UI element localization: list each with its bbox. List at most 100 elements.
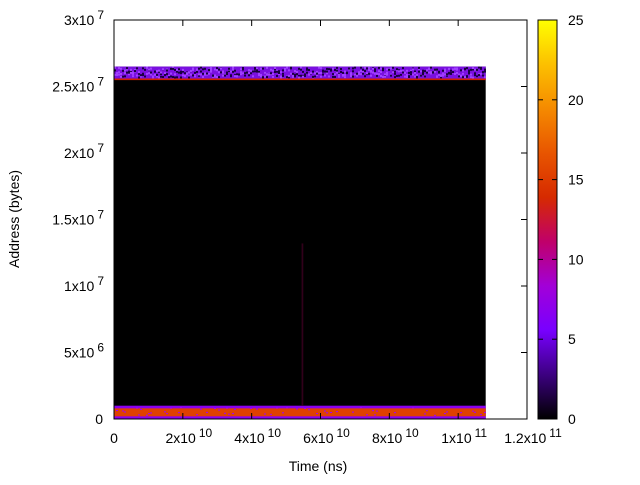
heatmap-cell bbox=[258, 74, 260, 77]
heatmap-cell bbox=[480, 66, 482, 69]
heatmap-cell bbox=[364, 69, 366, 72]
heatmap-cell bbox=[472, 410, 474, 412]
heatmap-cell bbox=[298, 76, 300, 79]
heatmap-cell bbox=[232, 70, 234, 73]
heatmap-cell bbox=[408, 71, 410, 74]
x-tick-label: 1.2x10 11 bbox=[504, 426, 562, 446]
heatmap-cell bbox=[428, 71, 430, 74]
heatmap-cell bbox=[230, 74, 232, 77]
heatmap-cell bbox=[482, 74, 484, 77]
heatmap-cell bbox=[320, 67, 322, 70]
heatmap-cell bbox=[374, 70, 376, 73]
heatmap-cell bbox=[354, 66, 356, 69]
heatmap-cell bbox=[202, 68, 204, 71]
heatmap-cell bbox=[160, 73, 162, 76]
heatmap-cell bbox=[340, 68, 342, 71]
heatmap-cell bbox=[312, 75, 314, 78]
x-tick-label: 6x10 10 bbox=[303, 426, 350, 446]
heatmap-cell bbox=[274, 71, 276, 74]
heatmap-cell bbox=[190, 69, 192, 72]
heatmap-cell bbox=[130, 68, 132, 71]
heatmap-cell bbox=[222, 71, 224, 74]
heatmap-cell bbox=[306, 68, 308, 71]
heatmap-cell bbox=[116, 409, 118, 411]
heatmap-cell bbox=[324, 410, 326, 412]
heatmap-cell bbox=[288, 69, 290, 72]
heatmap-cell bbox=[348, 67, 350, 70]
heatmap-cell bbox=[204, 67, 206, 70]
heatmap-cell bbox=[118, 71, 120, 74]
heatmap-cell bbox=[424, 75, 426, 78]
heatmap-cell bbox=[480, 414, 482, 416]
heatmap-cell bbox=[198, 73, 200, 76]
heatmap-cell bbox=[326, 72, 328, 75]
heatmap-cell bbox=[460, 74, 462, 77]
heatmap-cell bbox=[472, 67, 474, 70]
heatmap-cell bbox=[366, 414, 368, 416]
heatmap-cell bbox=[394, 76, 396, 79]
heatmap-cell bbox=[254, 67, 256, 70]
heatmap-cell bbox=[316, 74, 318, 77]
heatmap-cell bbox=[164, 74, 166, 77]
heatmap-cell bbox=[150, 71, 152, 74]
heatmap-cell bbox=[128, 70, 130, 73]
heatmap-cell bbox=[242, 68, 244, 71]
heatmap-cell bbox=[462, 76, 464, 79]
heatmap-cell bbox=[484, 70, 486, 73]
heatmap-cell bbox=[132, 71, 134, 74]
heatmap-cell bbox=[434, 68, 436, 71]
heatmap-cell bbox=[210, 68, 212, 71]
heatmap-cell bbox=[412, 73, 414, 76]
heatmap-cell bbox=[408, 75, 410, 78]
heatmap-cell bbox=[376, 410, 378, 412]
heatmap-cell bbox=[400, 69, 402, 72]
heatmap-cell bbox=[192, 68, 194, 71]
heatmap-cell bbox=[236, 73, 238, 76]
heatmap-cell bbox=[368, 72, 370, 75]
heatmap-cell bbox=[394, 70, 396, 73]
heatmap-cell bbox=[276, 69, 278, 72]
heatmap-cell bbox=[472, 76, 474, 79]
heatmap-cell bbox=[196, 70, 198, 73]
heatmap-cell bbox=[428, 67, 430, 70]
heatmap-cell bbox=[356, 73, 358, 76]
heatmap-cell bbox=[324, 70, 326, 73]
heatmap-cell bbox=[138, 76, 140, 79]
heatmap-cell bbox=[330, 68, 332, 71]
heatmap-cell bbox=[444, 73, 446, 76]
heatmap-cell bbox=[222, 70, 224, 73]
heatmap-cell bbox=[360, 73, 362, 76]
heatmap-cell bbox=[422, 69, 424, 72]
heatmap-cell bbox=[476, 75, 478, 78]
heatmap-cell bbox=[460, 412, 462, 414]
heatmap-band bbox=[114, 408, 486, 417]
heatmap-cell bbox=[420, 70, 422, 73]
heatmap-cell bbox=[322, 69, 324, 72]
heatmap-cell bbox=[170, 72, 172, 75]
heatmap-cell bbox=[456, 67, 458, 70]
heatmap-cell bbox=[228, 67, 230, 70]
heatmap-cell bbox=[330, 411, 332, 413]
heatmap-cell bbox=[124, 69, 126, 72]
heatmap-cell bbox=[326, 70, 328, 73]
heatmap-cell bbox=[130, 70, 132, 73]
heatmap-cell bbox=[308, 409, 310, 411]
heatmap-cell bbox=[206, 73, 208, 76]
heatmap-cell bbox=[406, 69, 408, 72]
heatmap-cell bbox=[394, 72, 396, 75]
heatmap-cell bbox=[344, 76, 346, 79]
heatmap-cell bbox=[144, 75, 146, 78]
y-tick-label: 3x10 7 bbox=[64, 8, 104, 28]
heatmap-cell bbox=[354, 73, 356, 76]
heatmap-cell bbox=[398, 69, 400, 72]
heatmap-cell bbox=[364, 66, 366, 69]
heatmap-band bbox=[114, 78, 486, 81]
heatmap-cell bbox=[138, 71, 140, 74]
heatmap-cell bbox=[270, 73, 272, 76]
heatmap-cell bbox=[294, 75, 296, 78]
heatmap-cell bbox=[148, 68, 150, 71]
heatmap-cell bbox=[302, 75, 304, 78]
heatmap-cell bbox=[396, 69, 398, 72]
heatmap-cell bbox=[188, 75, 190, 78]
heatmap-cell bbox=[226, 71, 228, 74]
